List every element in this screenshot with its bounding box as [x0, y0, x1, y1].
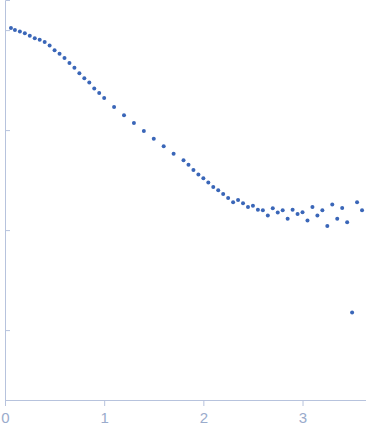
x-tick-label: 3	[299, 409, 307, 426]
point	[9, 26, 13, 30]
point	[77, 71, 81, 75]
point	[162, 144, 166, 148]
y-tick-mark	[5, 130, 10, 131]
point	[92, 87, 96, 91]
y-tick-mark	[5, 30, 10, 31]
point	[226, 196, 230, 200]
point	[310, 205, 314, 209]
point	[142, 129, 146, 133]
point	[43, 40, 47, 44]
point	[18, 29, 22, 33]
point	[186, 163, 190, 167]
point	[201, 176, 205, 180]
point	[315, 213, 319, 217]
x-tick: 3	[299, 400, 307, 426]
point	[320, 208, 324, 212]
point	[82, 76, 86, 80]
point	[256, 208, 260, 212]
point	[58, 52, 62, 56]
y-tick	[5, 330, 10, 331]
point	[271, 206, 275, 210]
point	[296, 212, 300, 216]
point	[38, 38, 42, 42]
x-tick-label: 1	[101, 409, 109, 426]
point	[286, 217, 290, 221]
point	[325, 224, 329, 228]
point	[246, 205, 250, 209]
point	[48, 44, 52, 48]
point	[122, 113, 126, 117]
x-tick-mark	[303, 400, 304, 406]
point	[281, 208, 285, 212]
plot: 0 1 2 3	[1, 1, 366, 426]
point	[330, 203, 334, 207]
point	[261, 208, 265, 212]
points	[9, 26, 364, 315]
point	[28, 34, 32, 38]
y-axis	[5, 1, 10, 401]
x-tick-mark	[203, 400, 204, 406]
point	[63, 56, 67, 60]
point	[152, 137, 156, 141]
point	[291, 208, 295, 212]
y-tick-mark	[5, 230, 10, 231]
point	[221, 192, 225, 196]
chart: 0 1 2 3	[0, 0, 366, 437]
point	[340, 206, 344, 210]
point	[350, 310, 354, 314]
x-tick-label: 0	[1, 409, 9, 426]
point	[23, 31, 27, 35]
point	[335, 217, 339, 221]
point	[251, 204, 255, 208]
point	[196, 172, 200, 176]
y-axis-line	[6, 1, 11, 401]
point	[132, 121, 136, 125]
point	[305, 218, 309, 222]
point	[102, 96, 106, 100]
point	[355, 200, 359, 204]
point	[53, 48, 57, 52]
x-tick: 1	[101, 400, 109, 426]
point	[172, 152, 176, 156]
point	[67, 61, 71, 65]
point	[241, 201, 245, 205]
point	[182, 158, 186, 162]
point	[211, 185, 215, 189]
point	[191, 168, 195, 172]
point	[301, 210, 305, 214]
point	[236, 198, 240, 202]
point	[360, 208, 364, 212]
point	[87, 80, 91, 84]
point	[206, 180, 210, 184]
x-axis: 0 1 2 3	[1, 400, 366, 426]
x-axis-line	[6, 401, 366, 407]
point	[231, 200, 235, 204]
point	[72, 66, 76, 70]
x-tick: 0	[1, 400, 9, 426]
y-tick-mark	[5, 330, 10, 331]
y-tick	[5, 30, 10, 31]
point	[276, 210, 280, 214]
point	[345, 220, 349, 224]
y-tick	[5, 230, 10, 231]
point	[216, 188, 220, 192]
point	[33, 36, 37, 40]
point	[266, 213, 270, 217]
x-tick: 2	[200, 400, 208, 426]
x-tick-label: 2	[200, 409, 208, 426]
point	[13, 28, 17, 32]
point	[97, 91, 101, 95]
x-tick-mark	[104, 400, 105, 406]
point	[112, 105, 116, 109]
y-tick	[5, 130, 10, 131]
